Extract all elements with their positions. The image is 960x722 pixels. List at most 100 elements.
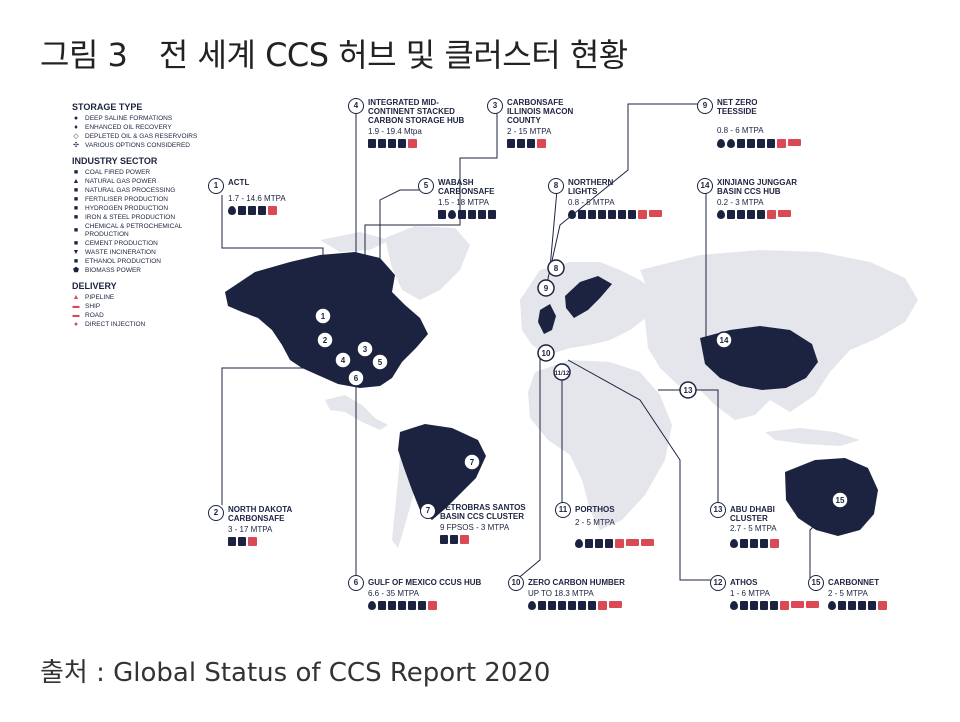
legend-item: ■ IRON & STEEL PRODUCTION [73, 214, 176, 221]
hub-icons [440, 535, 469, 544]
line-12 [567, 359, 718, 581]
legend-item: ▬ SHIP [72, 303, 101, 310]
legend-item: ■ HYDROGEN PRODUCTION [73, 205, 169, 212]
hub-name: NORTHERN LIGHTS [568, 178, 614, 196]
marker-15: 15 [831, 491, 849, 509]
svg-text:14: 14 [720, 336, 729, 345]
pipeline-icon: ▲ [72, 294, 80, 301]
greenland-shape [385, 226, 470, 300]
legend-item: ■ ETHANOL PRODUCTION [73, 258, 161, 265]
hub-number: 15 [808, 575, 824, 591]
hub-number: 8 [548, 178, 564, 194]
legend-item: ◇ DEPLETED OIL & GAS RESERVOIRS [73, 133, 198, 140]
line-7 [427, 464, 471, 511]
svg-text:2: 2 [323, 336, 328, 345]
europe-shape [520, 262, 660, 355]
hub-name: ABU DHABI CLUSTER [730, 505, 775, 523]
legend-item: ▲ NATURAL GAS POWER [72, 178, 157, 185]
svg-text:5: 5 [378, 358, 383, 367]
legend-item: ■ COAL FIRED POWER [73, 169, 151, 176]
svg-text:8: 8 [554, 264, 559, 273]
marker-11: 11/12 [553, 363, 571, 381]
svg-text:10: 10 [542, 349, 551, 358]
hub-icons [368, 601, 437, 610]
legend-item: ■ CEMENT PRODUCTION [73, 240, 158, 247]
hub-icons [228, 206, 277, 215]
legend-item: ■ CHEMICAL & PETROCHEMICAL PRODUCTION [73, 223, 183, 238]
svg-text:15: 15 [836, 496, 845, 505]
storage-icon: ● [73, 115, 79, 122]
line-9 [544, 103, 705, 293]
hub-number: 2 [208, 505, 224, 521]
norway-shape [565, 276, 612, 318]
various-options-icon: ✣ [73, 142, 79, 149]
marker-8: 8 [547, 259, 565, 277]
hub-name: INTEGRATED MID- CONTINENT STACKED CARBON… [368, 98, 465, 125]
svg-text:1: 1 [321, 312, 326, 321]
hub-number: 1 [208, 178, 224, 194]
line-4 [342, 112, 357, 357]
hub-name: WABASH CARBONSAFE [438, 178, 495, 196]
legend-storage-heading: STORAGE TYPE [72, 102, 143, 112]
hub-capacity: 6.6 - 35 MTPA [368, 589, 419, 598]
hub-capacity: 1 - 6 MTPA [730, 589, 770, 598]
map-grey-land [320, 226, 918, 548]
svg-text:7: 7 [470, 458, 475, 467]
line-10 [515, 355, 541, 581]
hub-number: 9 [697, 98, 713, 114]
hub-capacity: 3 - 17 MTPA [228, 525, 273, 534]
hub-capacity: 1.5 - 18 MTPA [438, 198, 489, 207]
arctic-islands [320, 232, 390, 252]
legend-industry-heading: INDUSTRY SECTOR [72, 156, 158, 166]
line-1 [221, 195, 324, 312]
coal-power-icon: ■ [73, 169, 79, 176]
legend-item: ■ FERTILISER PRODUCTION [73, 196, 168, 203]
hub-name: ACTL [228, 178, 250, 187]
svg-text:3: 3 [363, 345, 368, 354]
marker-14: 14 [715, 331, 733, 349]
legend-item: ♦ ENHANCED OIL RECOVERY [72, 124, 212, 132]
hub-capacity: 2.7 - 5 MTPA [730, 524, 777, 533]
marker-5: 5 [371, 353, 389, 371]
legend-item: ● DEEP SALINE FORMATIONS [73, 115, 173, 122]
legend-delivery-heading: DELIVERY [72, 281, 117, 291]
direct-injection-icon: ● [73, 321, 79, 328]
hub-icons [228, 537, 257, 546]
figure-title: 그림 3 전 세계 CCS 허브 및 클러스터 현황 [40, 36, 628, 74]
hub-number: 7 [420, 503, 436, 519]
hub-name: GULF OF MEXICO CCUS HUB [368, 578, 482, 587]
hub-capacity: 2 - 5 MTPA [575, 518, 615, 527]
ship-icon: ▬ [72, 303, 80, 310]
hub-icons [730, 539, 779, 548]
hub-icons [507, 139, 546, 148]
hub-name: CARBONNET [828, 578, 880, 587]
gas-processing-icon: ■ [73, 187, 79, 194]
marker-9: 9 [537, 279, 555, 297]
hub-capacity: 0.8 - 5 MTPA [568, 198, 615, 207]
hub-icons [575, 539, 654, 548]
hub-number: 10 [508, 575, 524, 591]
line-13 [658, 389, 719, 505]
legend-item: ■ NATURAL GAS PROCESSING [73, 187, 176, 194]
marker-2: 2 [316, 331, 334, 349]
line-15 [809, 499, 841, 580]
hub-capacity: 2 - 15 MTPA [507, 127, 552, 136]
hub-icons [717, 210, 791, 219]
ethanol-icon: ■ [73, 258, 79, 265]
marker-6: 6 [347, 369, 365, 387]
hub-number: 12 [710, 575, 726, 591]
indonesia-shape [765, 428, 860, 446]
svg-text:13: 13 [684, 386, 693, 395]
svg-text:9: 9 [544, 284, 549, 293]
hub-number: 14 [697, 178, 713, 194]
hub-name: PORTHOS [575, 505, 615, 514]
hub-name: CARBONSAFE ILLINOIS MACON COUNTY [507, 98, 574, 125]
line-2 [221, 339, 326, 505]
hub-icons [438, 210, 496, 219]
hub-capacity: 9 FPSOS - 3 MTPA [440, 523, 510, 532]
legend-item: ⬟ BIOMASS POWER [72, 267, 141, 274]
svg-text:6: 6 [354, 374, 359, 383]
hub-name: ZERO CARBON HUMBER [528, 578, 625, 587]
depleted-drop-icon: ◇ [73, 133, 79, 140]
marker-3: 3 [356, 340, 374, 358]
